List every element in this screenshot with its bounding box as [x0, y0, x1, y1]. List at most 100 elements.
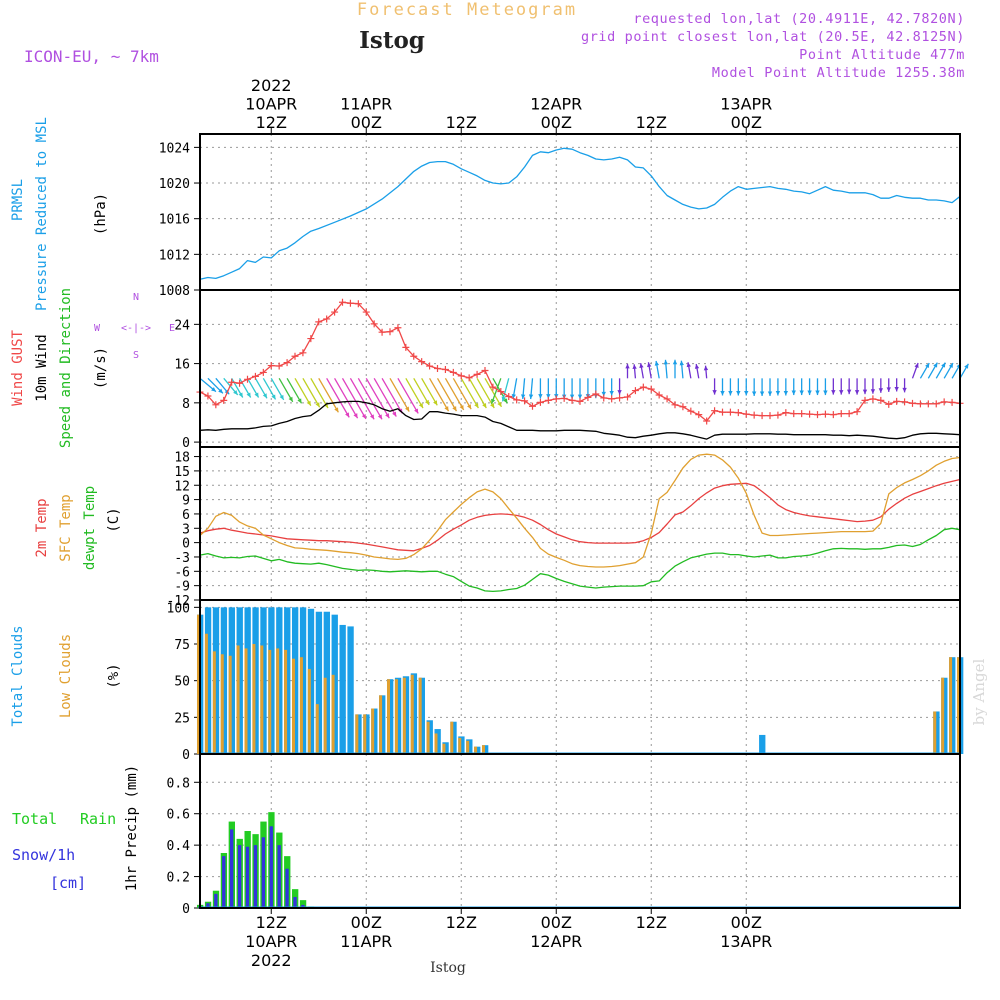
- temp-2m-label: 2m Temp: [34, 498, 50, 557]
- gust-marker: [251, 372, 259, 380]
- wind-vector-head: [491, 398, 496, 404]
- wind-vector-head: [424, 399, 430, 405]
- precipitation-bar-snow-h: [277, 845, 281, 908]
- wind-vector-head: [894, 386, 899, 392]
- gust-marker: [204, 392, 212, 400]
- clouds-ytick-label: 75: [174, 638, 190, 653]
- clouds-bar-total-clouds: [363, 714, 370, 754]
- gust-marker: [529, 402, 536, 410]
- gust-marker: [916, 400, 924, 408]
- gust-marker: [299, 349, 307, 357]
- clouds-bar-total-clouds: [481, 745, 489, 754]
- gust-marker: [948, 398, 956, 406]
- gust-marker: [798, 410, 806, 418]
- temperature-ytick-label: 3: [182, 522, 190, 537]
- precipitation-bar-snow-h: [245, 846, 250, 908]
- gust-marker: [631, 387, 639, 395]
- clouds-ytick-label: 25: [174, 711, 190, 726]
- wind-vector-head: [334, 407, 339, 413]
- wind-vector-head: [744, 391, 749, 396]
- clouds-bar-total-clouds: [220, 607, 228, 754]
- precipitation-frame: [199, 753, 961, 909]
- top-time-label: 11APR: [340, 95, 392, 114]
- wind-vector: [444, 377, 465, 411]
- pressure-ytick-label: 1012: [159, 248, 190, 263]
- total-label: Total: [12, 810, 57, 828]
- clouds-bar-low-clouds: [363, 714, 367, 754]
- precipitation-bar-snow-h: [214, 893, 218, 908]
- gust-marker: [489, 383, 497, 391]
- pressure-msl-label: Pressure Reduced to MSL: [34, 117, 50, 311]
- wind-vector: [302, 377, 321, 408]
- clouds-bar-total-clouds: [339, 624, 346, 754]
- precipitation-bar-snow-h: [253, 845, 258, 908]
- compass-w: W: [94, 323, 101, 334]
- gust-marker: [845, 410, 853, 418]
- wind-vector-head: [846, 389, 852, 395]
- gust-marker: [837, 410, 845, 418]
- wind-vector-head: [647, 362, 652, 368]
- clouds-bar-total-clouds: [291, 607, 299, 754]
- gust-marker: [236, 379, 244, 387]
- clouds-bar-total-clouds: [458, 736, 465, 754]
- gust-marker: [465, 374, 473, 382]
- precipitation-ytick-label: 0.2: [167, 871, 190, 886]
- wind-vector-head: [482, 403, 487, 409]
- clouds-bar-low-clouds: [434, 733, 438, 754]
- wind-vector-head: [815, 390, 820, 396]
- precipitation-bar-snow-h: [301, 904, 305, 908]
- gust-marker: [434, 365, 441, 372]
- clouds-bar-low-clouds: [949, 657, 953, 754]
- clouds-bar-total-clouds: [323, 611, 330, 754]
- wind-vector-head: [288, 396, 293, 402]
- wind-ytick-label: 16: [174, 358, 190, 373]
- series-sfc-temp: [199, 453, 961, 568]
- gust-marker: [821, 410, 829, 418]
- gust-marker: [544, 396, 552, 404]
- precipitation-bar-snow-h: [261, 837, 265, 908]
- gust-marker: [893, 397, 901, 405]
- gust-marker: [513, 396, 521, 404]
- gust-marker: [806, 410, 814, 418]
- clouds-bar-total-clouds: [299, 607, 307, 754]
- wind-vector-head: [353, 413, 358, 419]
- wind-vector: [436, 377, 458, 412]
- temperature-ytick-label: 9: [182, 494, 190, 509]
- gust-marker: [521, 397, 529, 405]
- clouds-bar-total-clouds: [379, 695, 386, 754]
- temperature-ytick-label: -6: [174, 565, 190, 580]
- top-time-label: 2022: [251, 76, 292, 95]
- clouds-bar-total-clouds: [941, 677, 948, 754]
- clouds-bar-low-clouds: [386, 679, 390, 754]
- clouds-bar-total-clouds: [442, 742, 449, 754]
- clouds-bar-total-clouds: [418, 677, 425, 754]
- wind-vector-head: [703, 365, 709, 371]
- wind-vector-head: [546, 394, 551, 399]
- wind-vector-head: [799, 390, 804, 396]
- gust-marker: [386, 328, 394, 336]
- top-time-label: 12Z: [636, 113, 667, 132]
- gust-marker: [473, 370, 481, 378]
- gust-marker: [734, 409, 742, 417]
- clouds-ytick-label: 50: [174, 675, 190, 690]
- top-time-label: 12Z: [446, 113, 477, 132]
- bottom-time-label: 12Z: [636, 913, 667, 932]
- bottom-time-label: 12APR: [530, 932, 582, 951]
- wind-vector-head: [839, 390, 844, 395]
- gust-marker: [339, 298, 346, 306]
- series-prmsl: [199, 147, 961, 280]
- gust-marker: [315, 318, 323, 326]
- temperature-ytick-label: 18: [174, 451, 190, 466]
- clouds-bar-total-clouds: [284, 607, 291, 754]
- clouds-bar-total-clouds: [331, 614, 338, 754]
- gust-marker: [457, 372, 465, 380]
- ms-unit-label: (m/s): [93, 347, 109, 389]
- wind-vector-head: [279, 394, 284, 400]
- wind-vector-head: [686, 362, 691, 368]
- top-time-label: 00Z: [731, 113, 762, 132]
- clouds-bar-total-clouds: [244, 607, 251, 754]
- wind-vector: [349, 377, 375, 420]
